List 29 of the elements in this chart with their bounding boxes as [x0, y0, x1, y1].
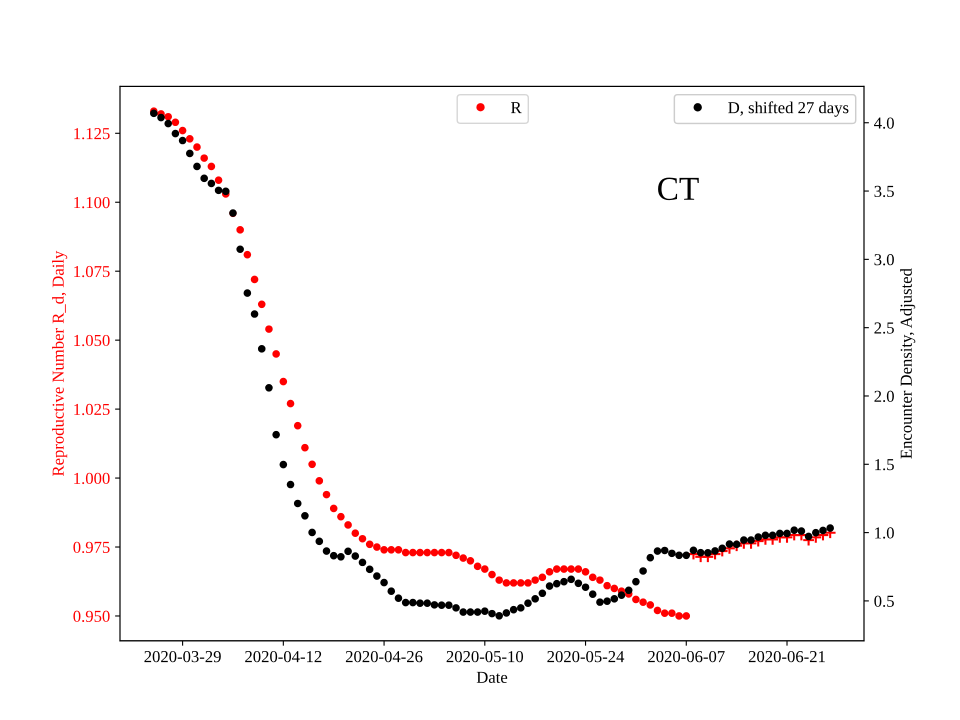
y2-tick-label: 3.0 — [874, 254, 894, 266]
legend-label: R — [511, 102, 522, 114]
y-axis-title: Reproductive Number R_d, Daily — [52, 250, 68, 476]
y-tick-label: 1.100 — [74, 196, 110, 208]
x-tick-label: 2020-05-24 — [547, 651, 624, 662]
y-tick-label: 0.950 — [73, 610, 110, 622]
x-tick-label: 2020-05-10 — [446, 651, 524, 662]
x-axis-title: Date — [476, 672, 508, 683]
y-tick-label: 1.125 — [74, 128, 110, 140]
y-tick-label: 0.975 — [73, 542, 110, 554]
x-tick-label: 2020-06-21 — [748, 651, 825, 662]
x-tick-label: 2020-03-29 — [144, 651, 221, 662]
y2-tick-label: 4.0 — [874, 117, 894, 129]
y2-tick-label: 2.0 — [874, 390, 894, 402]
y-tick-label: 1.075 — [74, 266, 110, 278]
y2-tick-label: 1.0 — [875, 527, 894, 539]
x-tick-label: 2020-06-07 — [648, 651, 725, 662]
y2-axis-title: Encounter Density, Adjusted — [900, 268, 916, 459]
y2-tick-label: 0.5 — [874, 596, 894, 607]
y-tick-label: 1.025 — [74, 404, 110, 416]
x-tick-label: 2020-04-26 — [346, 651, 422, 662]
y2-tick-label: 2.5 — [874, 322, 894, 334]
y-tick-label: 1.000 — [74, 472, 110, 484]
y-tick-label: 1.050 — [74, 334, 110, 346]
x-tick-label: 2020-04-12 — [245, 651, 322, 662]
legend-label: D, shifted 27 days — [728, 101, 848, 117]
y2-tick-label: 1.5 — [875, 459, 894, 470]
y2-tick-label: 3.5 — [874, 186, 894, 198]
annotation: CT — [658, 178, 699, 200]
